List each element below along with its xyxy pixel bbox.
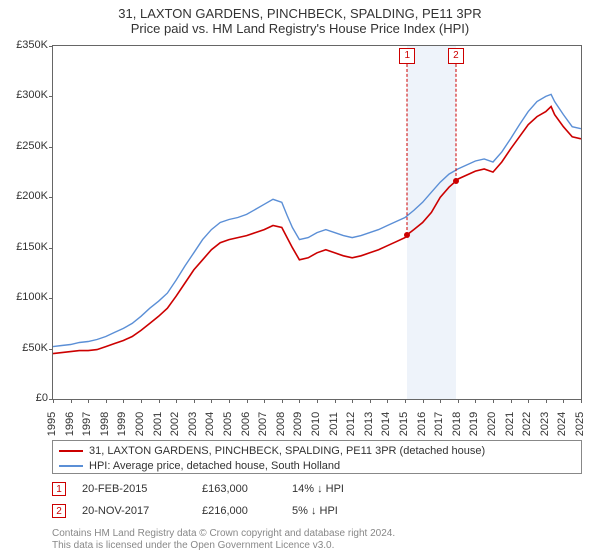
price-dot bbox=[453, 178, 459, 184]
ytick-label: £100K bbox=[16, 291, 48, 303]
xtick-label: 2008 bbox=[275, 412, 287, 436]
xtick-label: 2011 bbox=[328, 412, 340, 436]
ytick-label: £250K bbox=[16, 140, 48, 152]
marker-vline bbox=[407, 64, 408, 235]
xtick-label: 2002 bbox=[169, 412, 181, 436]
chart-marker-box: 1 bbox=[399, 48, 415, 64]
ytick-label: £350K bbox=[16, 39, 48, 51]
transaction-diff-1: 14% ↓ HPI bbox=[292, 483, 382, 495]
ytick-label: £50K bbox=[22, 342, 48, 354]
xtick-label: 2006 bbox=[240, 412, 252, 436]
xtick-label: 2003 bbox=[187, 412, 199, 436]
chart-marker-box: 2 bbox=[448, 48, 464, 64]
series-hpi bbox=[53, 94, 581, 346]
transaction-row-1: 1 20-FEB-2015 £163,000 14% ↓ HPI bbox=[52, 482, 582, 496]
xtick-label: 1998 bbox=[99, 412, 111, 436]
xtick-label: 2016 bbox=[416, 412, 428, 436]
series-price_paid bbox=[53, 107, 581, 354]
xtick-label: 1997 bbox=[81, 412, 93, 436]
xtick-label: 2013 bbox=[363, 412, 375, 436]
ytick-label: £0 bbox=[36, 392, 48, 404]
xtick-label: 2007 bbox=[257, 412, 269, 436]
xtick-label: 1995 bbox=[46, 412, 58, 436]
title-line2: Price paid vs. HM Land Registry's House … bbox=[0, 21, 600, 40]
xtick-label: 2019 bbox=[468, 412, 480, 436]
xtick-label: 1996 bbox=[64, 412, 76, 436]
xtick-label: 2015 bbox=[398, 412, 410, 436]
marker-vline bbox=[455, 64, 456, 181]
footer-attribution: Contains HM Land Registry data © Crown c… bbox=[52, 528, 582, 552]
xtick-label: 2014 bbox=[380, 412, 392, 436]
legend-label-1: 31, LAXTON GARDENS, PINCHBECK, SPALDING,… bbox=[89, 445, 485, 457]
footer-line2: This data is licensed under the Open Gov… bbox=[52, 540, 582, 552]
ytick-label: £150K bbox=[16, 241, 48, 253]
xtick-label: 2005 bbox=[222, 412, 234, 436]
xtick-label: 2000 bbox=[134, 412, 146, 436]
legend-box: 31, LAXTON GARDENS, PINCHBECK, SPALDING,… bbox=[52, 440, 582, 474]
xtick-label: 2017 bbox=[433, 412, 445, 436]
title-line1: 31, LAXTON GARDENS, PINCHBECK, SPALDING,… bbox=[0, 0, 600, 21]
xtick-label: 2020 bbox=[486, 412, 498, 436]
transaction-diff-2: 5% ↓ HPI bbox=[292, 505, 382, 517]
chart-lines bbox=[53, 46, 581, 399]
xtick-label: 2009 bbox=[292, 412, 304, 436]
legend-row-1: 31, LAXTON GARDENS, PINCHBECK, SPALDING,… bbox=[59, 443, 575, 458]
xtick-label: 2025 bbox=[574, 412, 586, 436]
chart-container: 31, LAXTON GARDENS, PINCHBECK, SPALDING,… bbox=[0, 0, 600, 560]
transaction-price-2: £216,000 bbox=[202, 505, 292, 517]
xtick-label: 2010 bbox=[310, 412, 322, 436]
legend-label-2: HPI: Average price, detached house, Sout… bbox=[89, 460, 340, 472]
transaction-row-2: 2 20-NOV-2017 £216,000 5% ↓ HPI bbox=[52, 504, 582, 518]
ytick-label: £300K bbox=[16, 89, 48, 101]
xtick-label: 2004 bbox=[204, 412, 216, 436]
xtick-label: 2012 bbox=[345, 412, 357, 436]
legend-row-2: HPI: Average price, detached house, Sout… bbox=[59, 458, 575, 473]
ytick-label: £200K bbox=[16, 190, 48, 202]
xtick-label: 2018 bbox=[451, 412, 463, 436]
xtick-label: 1999 bbox=[116, 412, 128, 436]
transaction-marker-2: 2 bbox=[52, 504, 66, 518]
xtick-label: 2024 bbox=[556, 412, 568, 436]
transaction-marker-1: 1 bbox=[52, 482, 66, 496]
legend-swatch-2 bbox=[59, 465, 83, 467]
transaction-date-2: 20-NOV-2017 bbox=[82, 505, 202, 517]
legend-swatch-1 bbox=[59, 450, 83, 452]
transaction-date-1: 20-FEB-2015 bbox=[82, 483, 202, 495]
price-dot bbox=[404, 232, 410, 238]
xtick-label: 2023 bbox=[539, 412, 551, 436]
xtick-label: 2022 bbox=[521, 412, 533, 436]
footer-line1: Contains HM Land Registry data © Crown c… bbox=[52, 528, 582, 540]
xtick-label: 2021 bbox=[504, 412, 516, 436]
transaction-price-1: £163,000 bbox=[202, 483, 292, 495]
xtick-label: 2001 bbox=[152, 412, 164, 436]
chart-plot-area: 12 bbox=[52, 45, 582, 400]
